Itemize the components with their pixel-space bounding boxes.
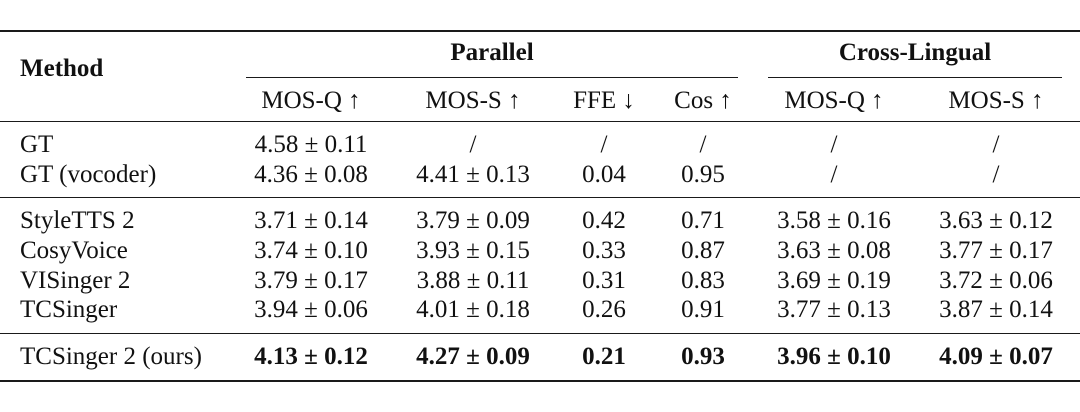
row-visinger2-parallel-mos-s: 3.88 ± 0.11 bbox=[416, 267, 530, 294]
row-styletts2-method: StyleTTS 2 bbox=[20, 207, 135, 234]
row-styletts2-parallel-mos-s: 3.79 ± 0.09 bbox=[416, 207, 530, 234]
cross-lingual-group-rule bbox=[768, 77, 1062, 78]
column-header-parallel-mos-s: MOS-S ↑ bbox=[425, 87, 521, 114]
row-tcsinger-method: TCSinger bbox=[20, 296, 118, 323]
row-cosyvoice-cross-mos-s: 3.77 ± 0.17 bbox=[939, 237, 1053, 264]
row-gt-vocoder-parallel-mos-q: 4.36 ± 0.08 bbox=[254, 161, 368, 188]
row-gt-vocoder-cos: 0.95 bbox=[681, 161, 725, 188]
row-tcsinger2-ffe: 0.21 bbox=[582, 343, 626, 370]
row-gt-cross-mos-q: / bbox=[830, 131, 838, 158]
row-gt-vocoder-ffe: 0.04 bbox=[582, 161, 626, 188]
row-tcsinger-parallel-mos-s: 4.01 ± 0.18 bbox=[416, 296, 530, 323]
row-styletts2-cross-mos-s: 3.63 ± 0.12 bbox=[939, 207, 1053, 234]
row-gt-method: GT bbox=[20, 131, 54, 158]
row-cosyvoice-parallel-mos-q: 3.74 ± 0.10 bbox=[254, 237, 368, 264]
row-tcsinger2-cos: 0.93 bbox=[681, 343, 725, 370]
method-header: Method bbox=[20, 55, 104, 82]
row-visinger2-cross-mos-q: 3.69 ± 0.19 bbox=[777, 267, 891, 294]
section-rule-2 bbox=[0, 333, 1080, 334]
row-visinger2-method: VISinger 2 bbox=[20, 267, 131, 294]
row-styletts2-parallel-mos-q: 3.71 ± 0.14 bbox=[254, 207, 368, 234]
row-gt-parallel-mos-q: 4.58 ± 0.11 bbox=[254, 131, 368, 158]
row-visinger2-cos: 0.83 bbox=[681, 267, 725, 294]
row-gt-parallel-mos-s: / bbox=[469, 131, 477, 158]
column-header-parallel-mos-q: MOS-Q ↑ bbox=[261, 87, 361, 114]
column-header-cross-mos-s: MOS-S ↑ bbox=[948, 87, 1044, 114]
row-cosyvoice-ffe: 0.33 bbox=[582, 237, 626, 264]
cross-lingual-group-header: Cross-Lingual bbox=[838, 39, 992, 66]
row-tcsinger2-parallel-mos-q: 4.13 ± 0.12 bbox=[254, 343, 368, 370]
row-gt-cross-mos-s: / bbox=[992, 131, 1000, 158]
row-gt-vocoder-method: GT (vocoder) bbox=[20, 161, 157, 188]
row-tcsinger2-parallel-mos-s: 4.27 ± 0.09 bbox=[416, 343, 530, 370]
section-rule-1 bbox=[0, 197, 1080, 198]
row-cosyvoice-cross-mos-q: 3.63 ± 0.08 bbox=[777, 237, 891, 264]
row-gt-cos: / bbox=[699, 131, 707, 158]
row-gt-vocoder-cross-mos-s: / bbox=[992, 161, 1000, 188]
header-bottom-rule bbox=[0, 121, 1080, 122]
column-header-ffe: FFE ↓ bbox=[573, 87, 635, 114]
row-tcsinger2-cross-mos-q: 3.96 ± 0.10 bbox=[777, 343, 891, 370]
row-tcsinger-parallel-mos-q: 3.94 ± 0.06 bbox=[254, 296, 368, 323]
row-tcsinger-cross-mos-q: 3.77 ± 0.13 bbox=[777, 296, 891, 323]
column-header-cross-mos-q: MOS-Q ↑ bbox=[784, 87, 884, 114]
row-tcsinger-cross-mos-s: 3.87 ± 0.14 bbox=[939, 296, 1053, 323]
row-tcsinger-cos: 0.91 bbox=[681, 296, 725, 323]
row-gt-vocoder-parallel-mos-s: 4.41 ± 0.13 bbox=[416, 161, 530, 188]
row-cosyvoice-cos: 0.87 bbox=[681, 237, 725, 264]
bottom-rule bbox=[0, 380, 1080, 382]
row-tcsinger2-cross-mos-s: 4.09 ± 0.07 bbox=[939, 343, 1053, 370]
row-styletts2-cos: 0.71 bbox=[681, 207, 725, 234]
row-cosyvoice-parallel-mos-s: 3.93 ± 0.15 bbox=[416, 237, 530, 264]
row-visinger2-cross-mos-s: 3.72 ± 0.06 bbox=[939, 267, 1053, 294]
row-visinger2-parallel-mos-q: 3.79 ± 0.17 bbox=[254, 267, 368, 294]
parallel-group-rule bbox=[246, 77, 738, 78]
column-header-cos: Cos ↑ bbox=[674, 87, 732, 114]
parallel-group-header: Parallel bbox=[450, 39, 534, 66]
row-visinger2-ffe: 0.31 bbox=[582, 267, 626, 294]
row-styletts2-ffe: 0.42 bbox=[582, 207, 626, 234]
row-cosyvoice-method: CosyVoice bbox=[20, 237, 128, 264]
row-styletts2-cross-mos-q: 3.58 ± 0.16 bbox=[777, 207, 891, 234]
row-gt-vocoder-cross-mos-q: / bbox=[830, 161, 838, 188]
row-gt-ffe: / bbox=[600, 131, 608, 158]
row-tcsinger-ffe: 0.26 bbox=[582, 296, 626, 323]
row-tcsinger2-method: TCSinger 2 (ours) bbox=[20, 343, 202, 370]
top-rule bbox=[0, 30, 1080, 32]
